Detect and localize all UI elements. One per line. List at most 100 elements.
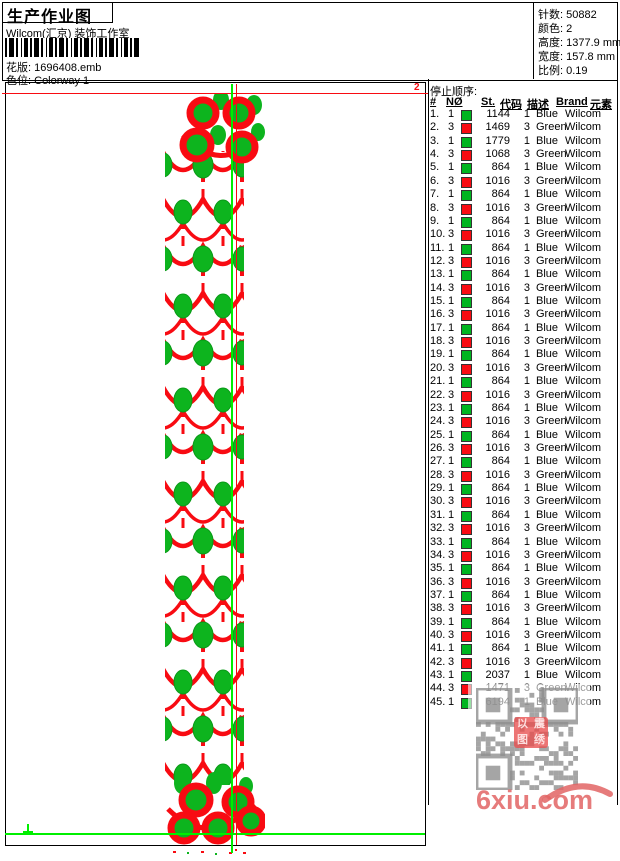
red-seal-stamp: 以 震 图 绣 (514, 717, 548, 748)
stitch-count: 864 (491, 562, 510, 575)
thread-brand: Wilcom (565, 548, 602, 561)
needle-number: 1 (448, 321, 455, 334)
stitch-count: 1016 (485, 522, 510, 535)
needle-number: 3 (448, 254, 455, 267)
needle-number: 1 (448, 535, 455, 548)
row-index: 24. (430, 415, 446, 428)
row-index: 32. (430, 522, 446, 535)
thread-brand: Wilcom (565, 401, 602, 414)
color-description: Blue (536, 401, 559, 414)
row-index: 12. (430, 254, 446, 267)
row-index: 3. (430, 134, 440, 147)
stitch-count: 864 (491, 348, 510, 361)
color-description: Blue (536, 508, 559, 521)
col-header-needle: NØ (446, 96, 463, 108)
needle-number: 3 (448, 522, 455, 535)
color-swatch (461, 631, 472, 643)
color-code: 1 (523, 375, 530, 388)
row-index: 41. (430, 642, 446, 655)
color-code: 3 (523, 468, 530, 481)
stop-sequence-caption: 停止顺序: (430, 86, 478, 98)
table-row: 40. 3 1016 3 Green Wilcom (428, 629, 616, 643)
color-code: 1 (523, 188, 530, 201)
row-index: 14. (430, 281, 446, 294)
thread-brand: Wilcom (565, 174, 602, 187)
row-index: 9. (430, 214, 440, 227)
color-description: Green (536, 655, 567, 668)
qr-code-watermark (476, 688, 578, 790)
origin-marker-icon (23, 824, 33, 833)
color-swatch (461, 190, 472, 202)
color-swatch (461, 524, 472, 536)
color-code: 1 (523, 482, 530, 495)
color-code: 1 (523, 214, 530, 227)
design-height-label: 高度: (538, 37, 564, 49)
table-row: 19. 1 864 1 Blue Wilcom (428, 348, 616, 362)
color-code: 3 (523, 148, 530, 161)
col-header-brand: Brand (556, 96, 588, 108)
color-swatch (461, 243, 472, 255)
thread-brand: Wilcom (565, 602, 602, 615)
color-swatch (461, 590, 472, 602)
thread-brand: Wilcom (565, 415, 602, 428)
color-description: Green (536, 335, 567, 348)
needle-number: 1 (448, 188, 455, 201)
color-code: 3 (523, 388, 530, 401)
page-title: 生产作业图 (7, 9, 93, 26)
needle-number: 1 (448, 214, 455, 227)
header-box (2, 2, 618, 81)
company-name: Wilcom(汇京) 装饰工作室 (6, 28, 130, 40)
needle-number: 1 (448, 428, 455, 441)
row-index: 39. (430, 615, 446, 628)
needle-number: 3 (448, 629, 455, 642)
table-row: 36. 3 1016 3 Green Wilcom (428, 576, 616, 589)
table-row: 18. 3 1016 3 Green Wilcom (428, 335, 616, 349)
thread-brand: Wilcom (565, 468, 602, 481)
thread-brand: Wilcom (565, 655, 602, 668)
row-index: 43. (430, 669, 446, 682)
needle-number: 3 (448, 655, 455, 668)
stitch-count: 864 (491, 268, 510, 281)
color-description: Blue (536, 615, 559, 628)
needle-number: 1 (448, 268, 455, 281)
color-swatch (461, 350, 472, 362)
color-code: 1 (523, 268, 530, 281)
row-index: 44. (430, 682, 446, 695)
needle-number: 1 (448, 108, 455, 120)
thread-brand: Wilcom (565, 575, 602, 588)
needle-number: 1 (448, 455, 455, 468)
row-index: 35. (430, 562, 446, 575)
color-swatch (461, 550, 472, 562)
needle-number: 1 (448, 482, 455, 495)
needle-number: 3 (448, 121, 455, 134)
needle-number: 3 (448, 575, 455, 588)
table-row: 1. 1 1144 1 Blue Wilcom (428, 108, 616, 121)
color-code: 1 (523, 562, 530, 575)
stitch-count: 1144 (486, 108, 510, 120)
color-code: 1 (523, 134, 530, 147)
stitch-count: 864 (491, 188, 510, 201)
row-index: 17. (430, 321, 446, 334)
info-box-divider (533, 2, 534, 79)
needle-number: 1 (448, 401, 455, 414)
color-code: 3 (523, 174, 530, 187)
title-cell (2, 2, 113, 23)
color-swatch (461, 270, 472, 282)
thread-brand: Wilcom (565, 455, 602, 468)
colorway-line: 色位: Colorway 1 (6, 72, 89, 88)
color-description: Green (536, 388, 567, 401)
stitch-count: 864 (491, 455, 510, 468)
color-swatch (461, 470, 472, 482)
color-description: Blue (536, 669, 559, 682)
color-swatch (461, 176, 472, 188)
thread-brand: Wilcom (565, 482, 602, 495)
col-header-elements: 元素 (590, 99, 612, 111)
color-description: Blue (536, 161, 559, 174)
thread-brand: Wilcom (565, 562, 602, 575)
row-index: 8. (430, 201, 440, 214)
pattern-file-label: 花版: (6, 62, 32, 74)
color-description: Green (536, 174, 567, 187)
color-code: 3 (523, 441, 530, 454)
color-swatch (461, 283, 472, 295)
